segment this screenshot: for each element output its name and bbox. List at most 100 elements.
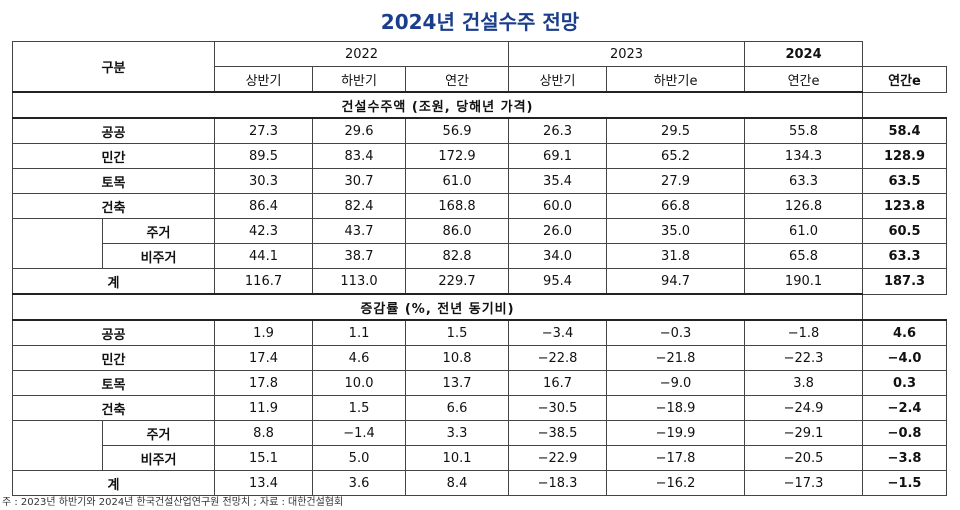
cell-value: −16.2 [606,470,746,496]
table-row: 건축 86.4 82.4 168.8 60.0 66.8 126.8 123.8 [11,193,947,219]
cell-value: 1.1 [312,319,407,346]
cell-value: 30.3 [214,168,314,194]
section-title: 건설수주액 (조원, 당해년 가격) [11,91,864,119]
table-row: 계 116.7 113.0 229.7 95.4 94.7 190.1 187.3 [11,268,947,295]
cell-value: −2.4 [862,395,947,421]
row-label: 토목 [11,370,216,396]
cell-value: 63.3 [862,243,947,269]
cell-value: 16.7 [508,370,608,396]
header-year-2024: 2024 [744,41,864,67]
forecast-table: 구분 2022 2023 2024 상반기 하반기 연간 상반기 하반기e 연간… [11,41,947,496]
cell-value: 116.7 [214,268,314,295]
cell-value: 4.6 [312,345,407,371]
cell-value: −1.5 [862,470,947,496]
indent-cell [12,445,103,471]
cell-value: 113.0 [312,268,407,295]
cell-value: 63.5 [862,168,947,194]
cell-value: 38.7 [312,243,407,269]
cell-value: 29.6 [312,117,407,144]
table-row: 민간 17.4 4.6 10.8 −22.8 −21.8 −22.3 −4.0 [11,345,947,371]
cell-value: 5.0 [312,445,407,471]
cell-value: 65.8 [744,243,864,269]
cell-value: 1.9 [214,319,314,346]
cell-value: −29.1 [744,420,864,446]
row-label: 건축 [11,193,216,219]
row-label: 공공 [11,319,216,346]
cell-value: 172.9 [405,143,510,169]
table-row: 토목 30.3 30.7 61.0 35.4 27.9 63.3 63.5 [11,168,947,194]
section-title: 증감률 (%, 전년 동기비) [11,293,864,321]
cell-value: −17.3 [744,470,864,496]
row-label: 토목 [11,168,216,194]
header-sub: 하반기e [606,66,746,93]
cell-value: 6.6 [405,395,510,421]
header-sub: 상반기 [214,66,314,93]
row-label: 계 [11,470,216,496]
cell-value: 27.9 [606,168,746,194]
row-label: 주거 [101,420,216,446]
footnote: 주 : 2023년 하반기와 2024년 한국건설산업연구원 전망치 ; 자료 … [2,497,344,508]
cell-value: −18.3 [508,470,608,496]
cell-value: 29.5 [606,117,746,144]
cell-value: 42.3 [214,218,314,244]
cell-value: 60.5 [862,218,947,244]
header-sub: 연간e [744,66,864,93]
row-label: 계 [11,268,216,295]
cell-value: −0.8 [862,420,947,446]
cell-value: 94.7 [606,268,746,295]
cell-value: 44.1 [214,243,314,269]
table-row: 비주거 15.1 5.0 10.1 −22.9 −17.8 −20.5 −3.8 [12,445,947,471]
cell-value: 58.4 [862,117,947,144]
cell-value: 56.9 [405,117,510,144]
row-label: 민간 [11,143,216,169]
cell-value: 86.0 [405,218,510,244]
cell-value: 17.8 [214,370,314,396]
cell-value: −19.9 [606,420,746,446]
row-label: 비주거 [101,243,216,269]
header-category: 구분 [11,41,216,93]
cell-value: 26.3 [508,117,608,144]
cell-value: 8.4 [405,470,510,496]
cell-value: −18.9 [606,395,746,421]
cell-value: 35.0 [606,218,746,244]
cell-value: −3.4 [508,319,608,346]
table-row: 공공 1.9 1.1 1.5 −3.4 −0.3 −1.8 4.6 [11,319,947,346]
cell-value: −21.8 [606,345,746,371]
header-sub: 하반기 [312,66,407,93]
cell-value: −3.8 [862,445,947,471]
header-sub: 연간 [405,66,510,93]
cell-value: 61.0 [405,168,510,194]
cell-value: −22.9 [508,445,608,471]
cell-value: −9.0 [606,370,746,396]
cell-value: −20.5 [744,445,864,471]
cell-value: 0.3 [862,370,947,396]
cell-value: 15.1 [214,445,314,471]
cell-value: 86.4 [214,193,314,219]
cell-value: −0.3 [606,319,746,346]
table-row: 건축 11.9 1.5 6.6 −30.5 −18.9 −24.9 −2.4 [11,395,947,421]
cell-value: 3.6 [312,470,407,496]
row-label: 비주거 [101,445,216,471]
cell-value: 1.5 [405,319,510,346]
cell-value: 27.3 [214,117,314,144]
cell-value: 30.7 [312,168,407,194]
cell-value: 31.8 [606,243,746,269]
cell-value: 229.7 [405,268,510,295]
cell-value: 126.8 [744,193,864,219]
cell-value: 3.3 [405,420,510,446]
indent-cell [12,420,103,446]
row-label: 건축 [11,395,216,421]
cell-value: −4.0 [862,345,947,371]
header-year-2023: 2023 [508,41,746,67]
cell-value: 3.8 [744,370,864,396]
cell-value: 11.9 [214,395,314,421]
cell-value: 187.3 [862,268,947,295]
table-row: 주거 8.8 −1.4 3.3 −38.5 −19.9 −29.1 −0.8 [12,420,947,446]
cell-value: 123.8 [862,193,947,219]
cell-value: 35.4 [508,168,608,194]
cell-value: 10.0 [312,370,407,396]
cell-value: 55.8 [744,117,864,144]
cell-value: 1.5 [312,395,407,421]
cell-value: 95.4 [508,268,608,295]
table-row: 민간 89.5 83.4 172.9 69.1 65.2 134.3 128.9 [11,143,947,169]
